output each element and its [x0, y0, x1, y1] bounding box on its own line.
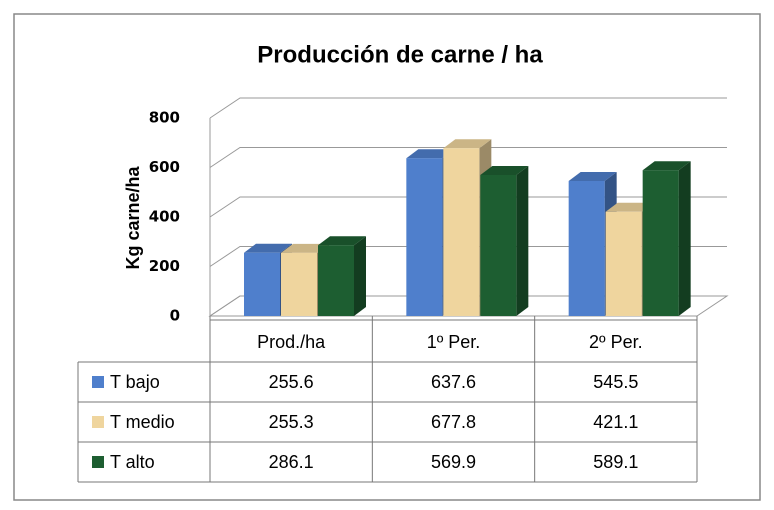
bar-top: [480, 165, 529, 175]
grid-line: [209, 246, 727, 267]
table-value: 569.9: [431, 452, 476, 472]
legend-label: T alto: [110, 452, 155, 472]
bar: [443, 148, 480, 316]
table-value: 545.5: [593, 372, 638, 392]
bar-top: [642, 161, 691, 171]
grid-line: [209, 97, 727, 119]
grid-line: [209, 147, 727, 168]
table-value: 421.1: [593, 412, 638, 432]
bar: [406, 158, 443, 316]
grid-line: [209, 196, 727, 218]
bar-side: [516, 165, 529, 316]
bar-top: [443, 139, 492, 149]
bar-top: [406, 149, 455, 159]
y-tick-label: 400: [149, 208, 180, 226]
x-tick-label: 1º Per.: [427, 332, 481, 352]
y-axis-label: Kg carne/ha: [123, 166, 143, 270]
bar-top: [244, 243, 292, 253]
bar: [281, 252, 317, 316]
chart-title: Producción de carne / ha: [257, 41, 543, 68]
bar: [605, 211, 642, 316]
x-tick-label: Prod./ha: [257, 332, 326, 352]
bar: [480, 174, 517, 316]
table-value: 637.6: [431, 372, 476, 392]
y-tick-label: 0: [170, 307, 180, 325]
bar-side: [678, 161, 691, 316]
legend-swatch: [92, 416, 104, 428]
bar: [568, 180, 605, 316]
bar: [244, 252, 280, 316]
table-value: 286.1: [269, 452, 314, 472]
legend-label: T bajo: [110, 372, 160, 392]
x-tick-label: 2º Per.: [589, 332, 643, 352]
legend-swatch: [92, 456, 104, 468]
bar-top: [318, 236, 366, 246]
bar-top: [281, 243, 329, 253]
y-tick-label: 800: [149, 109, 180, 127]
legend-swatch: [92, 376, 104, 388]
table-value: 677.8: [431, 412, 476, 432]
table-value: 255.6: [269, 372, 314, 392]
table-value: 255.3: [269, 412, 314, 432]
bar: [318, 245, 354, 316]
y-tick-label: 200: [149, 257, 180, 275]
bar-side: [354, 236, 366, 316]
bar-top: [605, 202, 654, 212]
table-value: 589.1: [593, 452, 638, 472]
y-tick-label: 600: [149, 158, 180, 176]
grid-line: [209, 295, 727, 317]
bar-top: [568, 171, 617, 181]
legend-label: T medio: [110, 412, 175, 432]
bar: [642, 170, 679, 316]
